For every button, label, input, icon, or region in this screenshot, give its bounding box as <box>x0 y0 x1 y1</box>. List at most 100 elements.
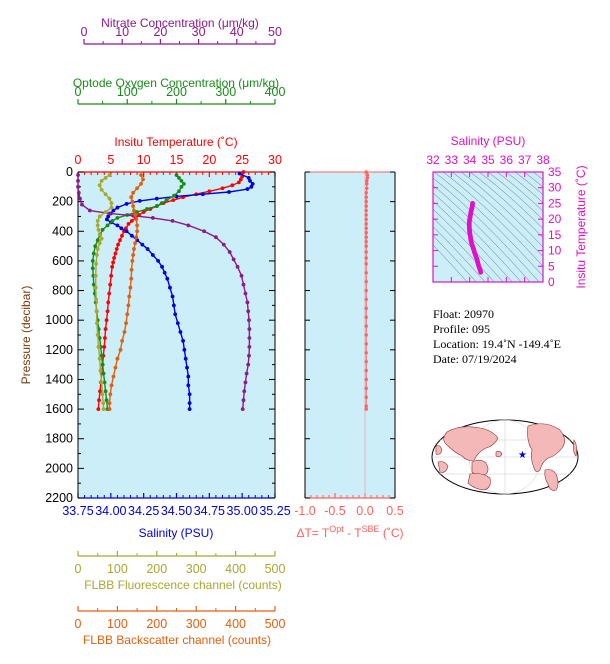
backscatter-point <box>133 241 138 246</box>
salinity-point <box>248 178 252 183</box>
ts-salinity-tick-label: 37 <box>518 153 532 167</box>
delta-axis-tick-label: -1.0 <box>294 504 316 518</box>
delta-t-point <box>364 271 368 275</box>
salinity-point <box>187 407 192 411</box>
nitrate-point <box>243 380 248 385</box>
backscatter-point <box>139 173 143 177</box>
backscatter-point <box>108 392 113 397</box>
ts-density-contour <box>514 172 543 196</box>
delta-t-point <box>364 239 368 244</box>
salinity-point <box>162 270 167 275</box>
oxygen-point <box>177 176 181 180</box>
temperature-point <box>97 398 101 403</box>
oxygen-point <box>93 244 98 248</box>
oxygen-point <box>104 398 109 403</box>
nitrate-point <box>231 257 236 262</box>
backscatter-point <box>132 247 136 251</box>
backscatter-point <box>134 235 139 240</box>
oxygen-point <box>91 282 96 287</box>
salinity-point <box>186 383 191 388</box>
salinity-point <box>115 205 120 210</box>
nitrate-point <box>246 362 251 367</box>
salinity-point <box>111 208 116 213</box>
temperature-point <box>111 260 116 265</box>
backscatter-axis-title: FLBB Backscatter channel (counts) <box>83 633 271 647</box>
ts-density-contour <box>532 172 543 180</box>
fluorescence-point <box>95 253 99 257</box>
oxygen-point <box>115 216 120 220</box>
backscatter-point <box>135 229 140 234</box>
backscatter-point <box>133 213 138 217</box>
nitrate-point <box>150 216 155 220</box>
nitrate-point <box>235 264 240 269</box>
oxygen-point <box>100 227 105 232</box>
delta-t-point <box>364 170 368 174</box>
main-panel-bg <box>78 172 275 498</box>
ts-temperature-tick-label: 5 <box>548 259 555 273</box>
oxygen-point <box>159 201 164 206</box>
delta-t-point <box>365 182 369 186</box>
salinity-point <box>187 392 192 397</box>
profile-text: Profile: 095 <box>433 322 490 336</box>
nitrate-point <box>76 173 80 177</box>
salinity-point <box>150 253 155 257</box>
ts-salinity-tick-label: 32 <box>426 153 440 167</box>
temperature-axis-tick-label: 20 <box>202 153 216 167</box>
salinity-point <box>183 356 188 361</box>
ts-temperature-axis-title: Insitu Temperature (˚C) <box>574 165 588 288</box>
ts-salinity-tick-label: 35 <box>481 153 495 167</box>
backscatter-point <box>135 186 140 191</box>
oxygen-point <box>181 181 186 186</box>
fluorescence-point <box>93 285 98 290</box>
fluorescence-point <box>97 232 102 237</box>
series-layer <box>76 170 484 411</box>
nitrate-axis-tick-label: 40 <box>230 25 244 39</box>
fluorescence-series <box>93 173 114 411</box>
fluorescence-point <box>107 173 112 177</box>
ts-density-contour <box>433 208 504 282</box>
backscatter-axis-tick-label: 400 <box>225 617 246 631</box>
delta-axis: -1.0 -0.5 0.0 0.5 <box>294 493 404 518</box>
oxygen-point <box>103 389 108 394</box>
fluorescence-point <box>94 261 99 266</box>
fluorescence-point <box>93 273 98 278</box>
fluorescence-point <box>96 344 101 349</box>
ts-density-contour <box>478 172 543 229</box>
ts-salinity-axis-title: Salinity (PSU) <box>451 134 526 148</box>
nitrate-point <box>242 389 247 394</box>
nitrate-point <box>246 309 251 314</box>
salinity-point <box>168 285 172 290</box>
salinity-point <box>237 171 242 176</box>
delta-t-point <box>364 404 368 408</box>
backscatter-point <box>122 330 127 334</box>
ts-temperature-tick-label: 30 <box>548 181 562 195</box>
oxygen-point <box>91 251 96 256</box>
salinity-axis-tick-label: 35.25 <box>259 504 290 518</box>
fluorescence-axis-tick-label: 200 <box>146 562 167 576</box>
oxygen-axis: 0 100 200 300 400 <box>75 85 285 105</box>
backscatter-point <box>120 339 125 343</box>
delta-t-point <box>364 368 368 373</box>
delta-t-point <box>364 244 368 248</box>
ts-salinity-tick-label: 34 <box>463 153 477 167</box>
ts-density-contour <box>469 172 543 239</box>
nitrate-point <box>76 184 80 189</box>
world-map-inset: ★ <box>431 419 579 495</box>
map-land <box>435 423 577 491</box>
ts-temperature-tick-label: 25 <box>548 196 562 210</box>
backscatter-point <box>131 204 136 208</box>
ts-series <box>466 201 484 275</box>
temperature-point <box>238 177 243 182</box>
oxygen-point <box>90 259 95 263</box>
salinity-point <box>129 233 134 238</box>
nitrate-point <box>243 291 248 296</box>
fluorescence-point <box>99 178 104 183</box>
salinity-point <box>250 181 255 186</box>
nitrate-point <box>214 235 218 240</box>
ts-salinity-tick-label: 36 <box>500 153 514 167</box>
oxygen-point <box>172 193 176 198</box>
oxygen-axis-tick-label: 0 <box>75 85 82 99</box>
salinity-axis-tick-label: 33.75 <box>62 504 93 518</box>
delta-t-point <box>365 173 370 177</box>
temperature-point <box>112 256 117 260</box>
